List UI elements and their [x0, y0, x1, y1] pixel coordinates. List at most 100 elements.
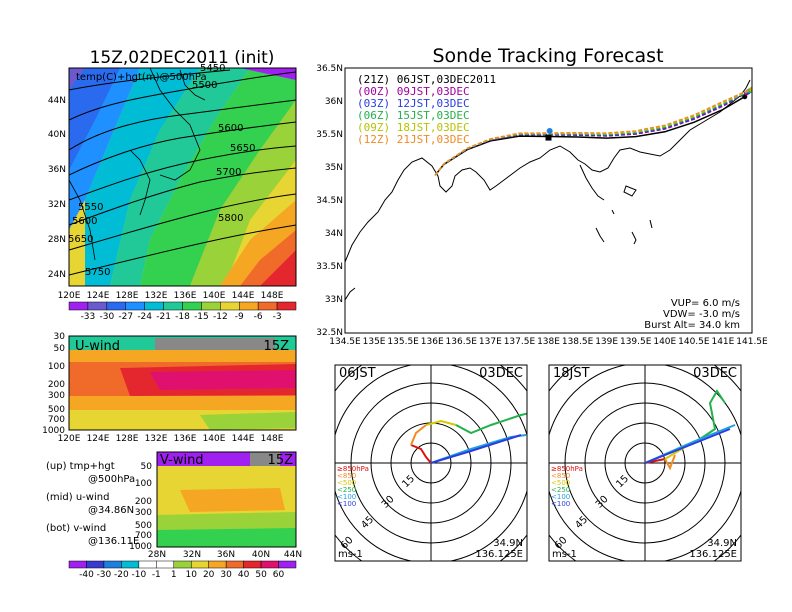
- hodograph-level-legend: ≥850hPa: [551, 465, 583, 473]
- svg-text:300: 300: [135, 508, 152, 518]
- temp-colorbar-swatch: [276, 301, 297, 311]
- temp-colorbar-tick: -30: [99, 312, 114, 322]
- svg-text:33N: 33N: [325, 295, 343, 305]
- wind-colorbar-swatch: [173, 560, 192, 569]
- u-wind-label: U-wind: [75, 339, 120, 354]
- u-wind-frame: [68, 335, 297, 431]
- hodograph-units: ms-1: [338, 549, 363, 560]
- hodograph-level-legend: <850: [337, 472, 356, 480]
- sonde-params: VUP= 6.0 m/s VDW= -3.0 m/s Burst Alt= 34…: [644, 298, 740, 331]
- temp-colorbar-tick: -21: [156, 312, 171, 322]
- track-lon-tick: 140E: [653, 337, 676, 347]
- hodograph-level-legend: <850: [551, 472, 570, 480]
- wind-colorbar-tick: 1: [171, 570, 177, 580]
- wind-colorbar-swatch: [68, 560, 87, 569]
- svg-text:128E: 128E: [116, 434, 139, 444]
- svg-text:144E: 144E: [232, 291, 255, 301]
- hodograph-lat: 34.9N: [707, 538, 737, 549]
- sonde-track: [434, 96, 746, 176]
- svg-text:44N: 44N: [284, 550, 302, 560]
- hodograph-lon: 136.125E: [689, 549, 737, 560]
- wind-colorbar-swatch: [260, 560, 279, 569]
- temp-colorbar-tick: -12: [213, 312, 228, 322]
- hodograph-segment: [455, 412, 527, 435]
- hodograph-segment: [410, 444, 432, 464]
- hodograph-frame: [334, 364, 528, 562]
- track-lon-tick: 141.5E: [736, 337, 768, 347]
- hodograph-ring-label: 45: [359, 514, 376, 531]
- temperature-colorbar: -33 -30 -27 -24 -21 -18 -15 -12 -9 -6 -3: [68, 301, 297, 322]
- temp-colorbar-tick: -3: [273, 312, 282, 322]
- u-wind-field: [69, 336, 296, 430]
- svg-text:50: 50: [54, 344, 66, 354]
- wind-colorbar-swatch: [103, 560, 122, 569]
- track-legend-item: (03Z) 12JST,03DEC: [357, 97, 470, 110]
- svg-text:40N: 40N: [48, 130, 66, 140]
- svg-text:35N: 35N: [325, 163, 343, 173]
- svg-text:24N: 24N: [48, 270, 66, 280]
- hodograph-06jst: 06JST 03DEC15304560ms-134.9N136.125E≥850h…: [334, 364, 528, 562]
- temp-colorbar-tick: -24: [137, 312, 152, 322]
- track-legend-item: (00Z) 09JST,03DEC: [357, 85, 470, 98]
- svg-text:148E: 148E: [261, 434, 284, 444]
- svg-text:(bot) v-wind: (bot) v-wind: [46, 523, 106, 534]
- hodograph-level-legend: ≥850hPa: [337, 465, 369, 473]
- hodograph-units: ms-1: [552, 549, 577, 560]
- hodograph-time: 18JST: [553, 366, 590, 381]
- v-lat-ticks: 28N 32N 36N 40N 44N: [148, 550, 302, 560]
- temp-colorbar-swatch: [182, 301, 202, 311]
- map-label: temp(C)+hgt(m)@500hPa: [76, 72, 207, 83]
- svg-text:136E: 136E: [174, 291, 197, 301]
- hodograph-level-legend: <500: [551, 479, 570, 487]
- wind-colorbar-swatch: [208, 560, 227, 569]
- svg-text:36N: 36N: [325, 97, 343, 107]
- hodograph-ring-label: 30: [380, 494, 397, 511]
- track-map-coastline: [345, 79, 751, 301]
- wind-colorbar-tick: 20: [203, 570, 215, 580]
- temp-colorbar-swatch: [68, 301, 89, 311]
- svg-text:5550: 5550: [78, 202, 103, 213]
- wind-colorbar-swatch: [190, 560, 209, 569]
- sonde-track: [434, 87, 752, 176]
- track-lon-tick: 136E: [421, 337, 444, 347]
- track-lon-ticks: 134.5E 135E 135.5E 136E 136.5E 137E 137.5E 138E…: [329, 337, 768, 347]
- temp-colorbar-swatch: [220, 301, 240, 311]
- svg-text:32.5N: 32.5N: [316, 328, 343, 338]
- track-legend-item: (06Z) 15JST,03DEC: [357, 109, 470, 122]
- hodograph-ring-label: 45: [573, 514, 590, 531]
- wind-colorbar-tick: -10: [131, 570, 146, 580]
- svg-text:700: 700: [135, 531, 152, 541]
- svg-text:30: 30: [54, 332, 66, 342]
- v-pressure-ticks: 50 100 200 300 500 700 1000: [129, 462, 152, 552]
- map-frame: [68, 67, 297, 287]
- u-wind-time: 15Z: [264, 339, 290, 354]
- svg-text:1000: 1000: [42, 426, 65, 436]
- sonde-tracks: [434, 86, 752, 176]
- svg-text:34N: 34N: [325, 229, 343, 239]
- wind-colorbar-tick: 60: [273, 570, 285, 580]
- svg-text:124E: 124E: [87, 291, 110, 301]
- svg-text:@34.86N: @34.86N: [88, 505, 134, 516]
- svg-text:36N: 36N: [48, 165, 66, 175]
- wind-colorbar-swatch: [243, 560, 262, 569]
- temp-colorbar-tick: -27: [118, 312, 133, 322]
- wind-colorbar-tick: -30: [97, 570, 112, 580]
- wind-colorbar-tick: -40: [79, 570, 94, 580]
- svg-text:32N: 32N: [48, 200, 66, 210]
- temp-colorbar-swatch: [125, 301, 145, 311]
- temp-colorbar-swatch: [106, 301, 127, 311]
- svg-text:132E: 132E: [145, 434, 168, 444]
- svg-text:(up) tmp+hgt: (up) tmp+hgt: [46, 461, 115, 472]
- hodograph-level-legend: <500: [337, 479, 356, 487]
- hodograph-lon: 136.125E: [475, 549, 523, 560]
- svg-text:100: 100: [48, 362, 65, 372]
- hodograph-level-legend: <100: [337, 500, 356, 508]
- track-legend-item: (21Z) 06JST,03DEC2011: [357, 73, 496, 86]
- v-wind-frame: [156, 451, 297, 548]
- svg-text:140E: 140E: [203, 434, 226, 444]
- svg-text:5500: 5500: [192, 80, 217, 91]
- wind-colorbar-swatch: [86, 560, 105, 569]
- svg-text:28N: 28N: [48, 235, 66, 245]
- tracks-legend: (21Z) 06JST,03DEC2011(00Z) 09JST,03DEC(0…: [357, 73, 496, 146]
- temp-colorbar-tick: -33: [81, 312, 96, 322]
